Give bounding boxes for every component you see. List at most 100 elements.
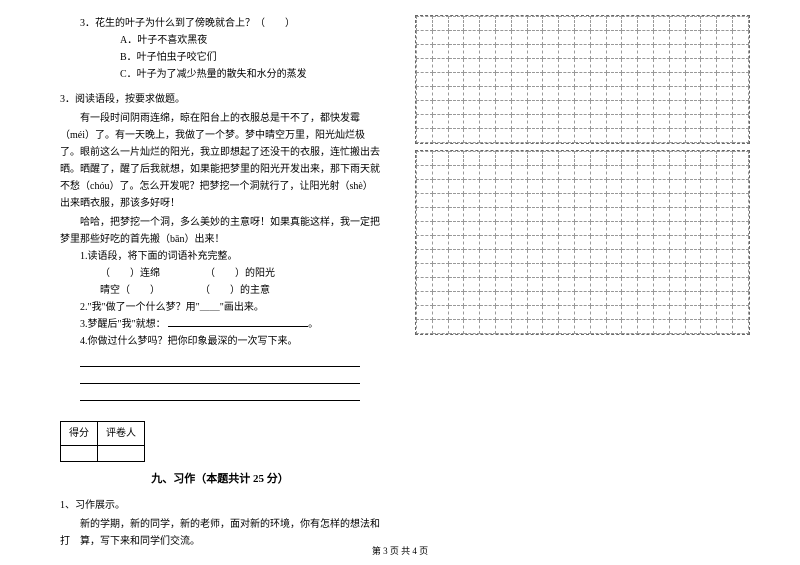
grid-cell xyxy=(559,73,575,87)
grid-cell xyxy=(448,250,464,264)
grid-cell xyxy=(574,306,590,320)
grid-cell xyxy=(669,73,685,87)
grid-cell xyxy=(622,320,638,334)
grid-cell xyxy=(432,31,448,45)
grid-cell xyxy=(527,166,543,180)
score-label: 得分 xyxy=(61,422,98,446)
grid-cell xyxy=(638,31,654,45)
grid-cell xyxy=(685,264,701,278)
grid-cell xyxy=(701,87,717,101)
grid-cell xyxy=(574,129,590,143)
grid-cell xyxy=(448,208,464,222)
grid-cell xyxy=(590,152,606,166)
grid-cell xyxy=(464,292,480,306)
grid-cell xyxy=(432,278,448,292)
left-column: 3．花生的叶子为什么到了傍晚就合上？（ ） A．叶子不喜欢黑夜 B．叶子怕虫子咬… xyxy=(0,0,400,540)
grid-cell xyxy=(574,166,590,180)
grid-cell xyxy=(559,292,575,306)
grid-cell xyxy=(653,306,669,320)
grid-cell xyxy=(574,320,590,334)
grid-cell xyxy=(511,236,527,250)
grid-cell xyxy=(717,129,733,143)
grid-cell xyxy=(559,115,575,129)
blank-line xyxy=(168,317,308,327)
answer-line-2 xyxy=(80,370,360,384)
grid-cell xyxy=(559,45,575,59)
grid-cell xyxy=(417,17,433,31)
grid-cell xyxy=(495,264,511,278)
grid-cell xyxy=(574,152,590,166)
answer-line-3 xyxy=(80,387,360,401)
grid-cell xyxy=(543,208,559,222)
grid-cell xyxy=(432,115,448,129)
grid-cell xyxy=(574,31,590,45)
grid-cell xyxy=(464,87,480,101)
grid-cell xyxy=(511,59,527,73)
grid-cell xyxy=(638,129,654,143)
grid-cell xyxy=(448,194,464,208)
grid-cell xyxy=(717,152,733,166)
grid-cell xyxy=(669,306,685,320)
grid-cell xyxy=(669,101,685,115)
reading-p2: 哈哈，把梦挖一个洞，多么美妙的主意呀！如果真能这样，我一定把梦里那些好吃的首先搬… xyxy=(60,214,380,248)
sub-q3: 3.梦醒后"我"就想： xyxy=(80,319,166,330)
grid-cell xyxy=(417,87,433,101)
grid-cell xyxy=(527,250,543,264)
grid-cell xyxy=(527,222,543,236)
grid-cell xyxy=(480,31,496,45)
grid-cell xyxy=(669,208,685,222)
grid-cell xyxy=(606,152,622,166)
grid-cell xyxy=(732,278,748,292)
grid-cell xyxy=(527,194,543,208)
grid-cell xyxy=(480,87,496,101)
grid-cell xyxy=(417,306,433,320)
grid-cell xyxy=(622,292,638,306)
grid-cell xyxy=(511,306,527,320)
grid-cell xyxy=(590,306,606,320)
grid-cell xyxy=(701,236,717,250)
sub-q1-a: （ ）连绵 （ ）的阳光 xyxy=(60,265,380,282)
grid-cell xyxy=(464,129,480,143)
grid-cell xyxy=(669,236,685,250)
grid-cell xyxy=(511,320,527,334)
grid-cell xyxy=(574,264,590,278)
grid-cell xyxy=(559,17,575,31)
grid-cell xyxy=(622,180,638,194)
grid-cell xyxy=(701,31,717,45)
grid-cell xyxy=(527,115,543,129)
grid-cell xyxy=(590,292,606,306)
answer-line-1 xyxy=(80,353,360,367)
grid-cell xyxy=(448,222,464,236)
grid-cell xyxy=(685,166,701,180)
grid-cell xyxy=(527,45,543,59)
grid-cell xyxy=(732,320,748,334)
grid-cell xyxy=(559,306,575,320)
grid-cell xyxy=(495,180,511,194)
grid-cell xyxy=(606,180,622,194)
grid-cell xyxy=(622,222,638,236)
grid-cell xyxy=(543,73,559,87)
grid-cell xyxy=(732,59,748,73)
grid-cell xyxy=(606,59,622,73)
grid-cell xyxy=(543,236,559,250)
grid-cell xyxy=(464,152,480,166)
grid-cell xyxy=(732,306,748,320)
grid-cell xyxy=(495,87,511,101)
grid-cell xyxy=(638,101,654,115)
grid-cell xyxy=(622,152,638,166)
grid-cell xyxy=(543,320,559,334)
grid-cell xyxy=(527,278,543,292)
grid-cell xyxy=(685,115,701,129)
grid-cell xyxy=(417,264,433,278)
grid-cell xyxy=(606,306,622,320)
grid-cell xyxy=(732,73,748,87)
grid-cell xyxy=(559,87,575,101)
grid-cell xyxy=(432,166,448,180)
grid-cell xyxy=(732,194,748,208)
grid-cell xyxy=(638,250,654,264)
grid-cell xyxy=(417,129,433,143)
grid-cell xyxy=(464,278,480,292)
grid-cell xyxy=(685,152,701,166)
grid-cell xyxy=(653,17,669,31)
grid-cell xyxy=(717,222,733,236)
